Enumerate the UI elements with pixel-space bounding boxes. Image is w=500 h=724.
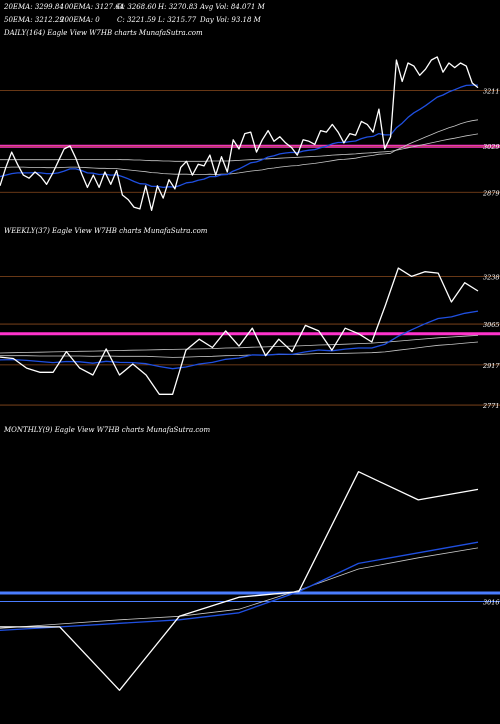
header-100ema: 100EMA: 3127.64 [60, 3, 124, 11]
header-200ema: 200EMA: 0 [59, 16, 100, 24]
header-avg-vol: Avg Vol: 84.071 M [199, 3, 266, 11]
header-20ema: 20EMA: 3299.84 [3, 3, 64, 11]
weekly-level-label-2: 2917 [482, 362, 500, 370]
weekly-level-label-0: 3238 [483, 273, 500, 281]
daily-level-label-2: 2879 [482, 189, 500, 197]
weekly-price-line [0, 267, 479, 395]
header-close: C: 3221.59 [117, 16, 156, 24]
monthly-ema-fast-line [0, 541, 479, 632]
monthly-price-line [0, 471, 479, 691]
daily-ema-slowest-line [0, 133, 479, 162]
daily-level-label-0: 3211 [483, 87, 500, 95]
daily-ema-fast-line [0, 84, 478, 189]
header-day-vol: Day Vol: 93.18 M [199, 16, 262, 24]
monthly-panel-title: MONTHLY(9) Eagle View W7HB charts Munafa… [3, 426, 210, 434]
daily-level-label-1: 3029 [483, 143, 500, 151]
header-open: O: 3268.60 [117, 3, 157, 11]
weekly-ema-slow-line [0, 341, 479, 358]
monthly-level-label-0: 3016 [483, 598, 500, 606]
weekly-ema-fast-line [0, 310, 479, 370]
monthly-ema-slow-line [0, 547, 479, 629]
header-high: H: 3270.83 [157, 3, 198, 11]
header-low: L: 3215.77 [157, 16, 197, 24]
daily-price-line [0, 56, 479, 212]
weekly-level-label-3: 2771 [482, 402, 500, 410]
header-50ema: 50EMA: 3212.29 [4, 16, 64, 24]
weekly-ema-slowest-line [0, 335, 479, 354]
weekly-level-label-1: 3065 [483, 321, 500, 329]
weekly-panel-title: WEEKLY(37) Eagle View W7HB charts Munafa… [4, 227, 208, 235]
daily-panel-title: DAILY(164) Eagle View W7HB charts Munafa… [3, 29, 203, 37]
